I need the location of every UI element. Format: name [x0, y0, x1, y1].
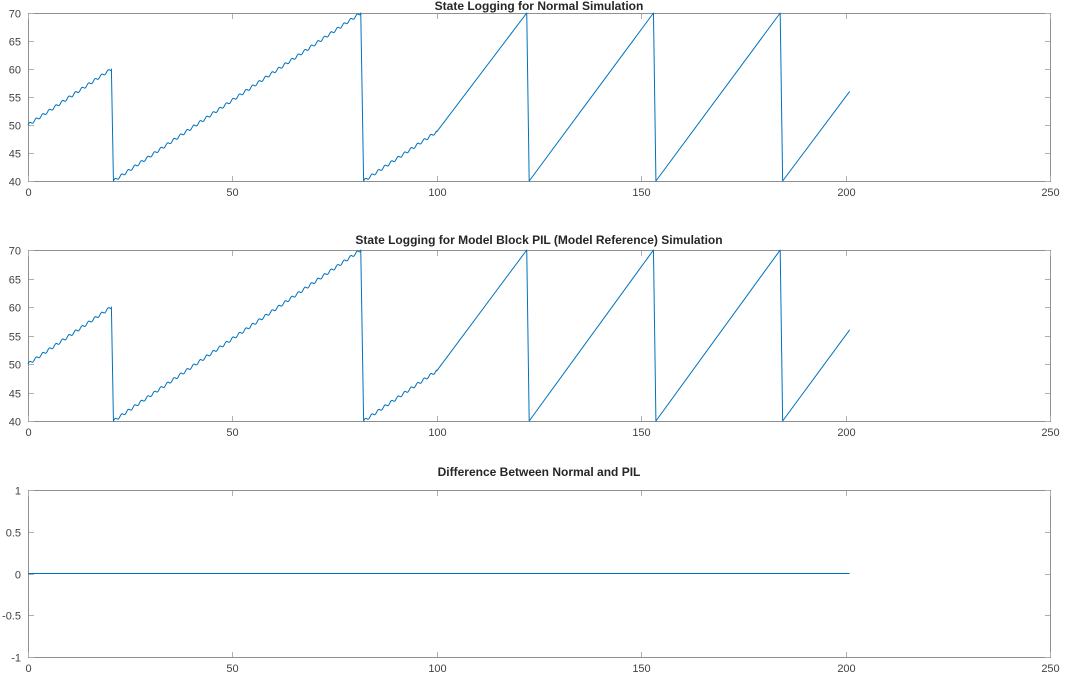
x-tick-label: 50 — [226, 187, 238, 199]
x-tick-label: 50 — [226, 663, 238, 675]
y-tick-label: 45 — [9, 149, 21, 161]
y-tick-label: -0.5 — [2, 611, 21, 623]
series-line-state — [27, 12, 851, 182]
x-tick-label: 50 — [226, 427, 238, 439]
x-tick-label: 200 — [837, 427, 855, 439]
axes-frame — [28, 250, 1051, 422]
y-tick-label: 0 — [15, 570, 21, 582]
x-tick-label: 200 — [837, 187, 855, 199]
y-tick-label: -1 — [11, 653, 21, 665]
x-tick-label: 250 — [1041, 663, 1059, 675]
y-tick-label: 40 — [9, 417, 21, 429]
x-tick-label: 150 — [632, 187, 650, 199]
subplot-3-plot-area: 0 50 100 150 200 250 -1 -0.5 0 0.5 1 — [2, 486, 1060, 676]
y-tick-label: 60 — [9, 303, 21, 315]
x-tick-label: 150 — [632, 427, 650, 439]
x-tick-label: 200 — [837, 663, 855, 675]
subplot-1-plot-area: 0 50 100 150 200 250 40 45 50 55 60 65 70 — [9, 9, 1060, 200]
x-tick-label: 100 — [428, 187, 446, 199]
y-tick-label: 70 — [9, 9, 21, 21]
x-tick-label: 0 — [25, 663, 31, 675]
y-tick-label: 40 — [9, 177, 21, 189]
x-tick-label: 0 — [25, 187, 31, 199]
y-tick-label: 50 — [9, 121, 21, 133]
x-tick-label: 250 — [1041, 427, 1059, 439]
subplot-1-title: State Logging for Normal Simulation — [434, 0, 644, 13]
x-tick-label: 150 — [632, 663, 650, 675]
x-tick-label: 100 — [428, 663, 446, 675]
y-tick-label: 0.5 — [6, 528, 21, 540]
y-tick-label: 60 — [9, 65, 21, 77]
y-tick-label: 65 — [9, 275, 21, 287]
x-tick-label: 100 — [428, 427, 446, 439]
y-tick-label: 65 — [9, 37, 21, 49]
y-tick-label: 70 — [9, 246, 21, 258]
y-tick-label: 55 — [9, 93, 21, 105]
axes-frame — [28, 13, 1051, 182]
x-tick-label: 250 — [1041, 187, 1059, 199]
subplot-2-plot-area: 0 50 100 150 200 250 40 45 50 55 60 65 70 — [9, 246, 1060, 440]
subplot-2-title: State Logging for Model Block PIL (Model… — [355, 233, 723, 247]
x-tick-label: 0 — [25, 427, 31, 439]
y-tick-label: 45 — [9, 389, 21, 401]
y-tick-label: 50 — [9, 360, 21, 372]
series-line-state — [27, 249, 851, 422]
y-tick-label: 1 — [15, 486, 21, 498]
subplot-3-title: Difference Between Normal and PIL — [437, 465, 641, 479]
y-tick-label: 55 — [9, 332, 21, 344]
